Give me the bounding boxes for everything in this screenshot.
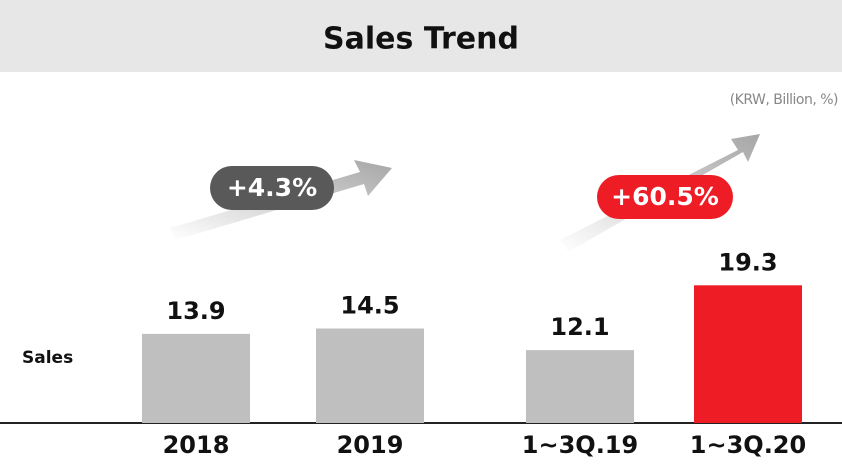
growth-pill <box>210 166 334 210</box>
title-band <box>0 0 842 72</box>
growth-label: +4.3% <box>227 173 317 202</box>
bar <box>142 333 250 423</box>
chart-title: Sales Trend <box>323 22 519 57</box>
data-label: 19.3 <box>718 248 777 276</box>
growth-pill <box>597 175 733 219</box>
bar <box>316 328 424 423</box>
x-tick-label: 2018 <box>163 431 230 459</box>
data-label: 13.9 <box>166 297 225 325</box>
bar <box>526 350 634 423</box>
x-tick-label: 1~3Q.20 <box>690 431 806 459</box>
data-label: 12.1 <box>550 313 609 341</box>
data-label: 14.5 <box>340 292 399 320</box>
bar <box>694 285 802 423</box>
row-label: Sales <box>22 348 73 368</box>
growth-label: +60.5% <box>611 182 719 211</box>
x-tick-label: 2019 <box>337 431 404 459</box>
x-tick-label: 1~3Q.19 <box>522 431 638 459</box>
unit-label: (KRW, Billion, %) <box>730 92 838 108</box>
